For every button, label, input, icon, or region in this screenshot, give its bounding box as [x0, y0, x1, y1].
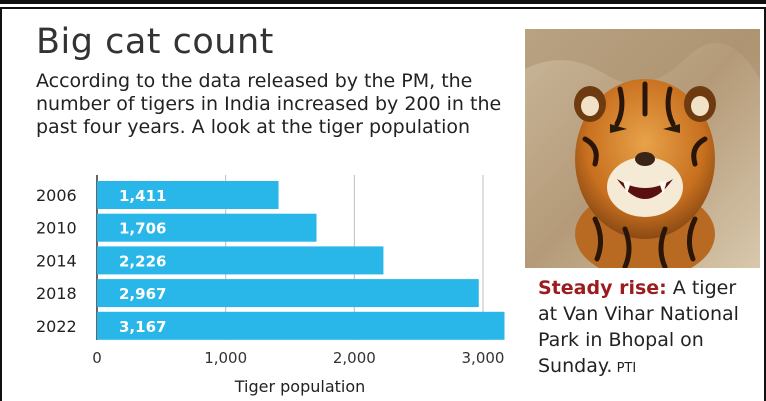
category-label: 2022: [36, 317, 77, 336]
chart-title: Big cat count: [36, 22, 274, 62]
frame-left-rule: [0, 7, 2, 401]
x-axis-title: Tiger population: [234, 377, 366, 396]
x-tick-label: 3,000: [462, 349, 505, 367]
caption-text: A tiger at Van Vihar National Park in Bh…: [538, 277, 739, 377]
category-label: 2010: [36, 219, 77, 238]
caption-credit: PTI: [612, 361, 637, 376]
caption-lead: Steady rise:: [538, 277, 667, 299]
tiger-population-bar-chart: 2006 1,411 2010 1,706 2014 2,226 2018 2,967 2022…: [36, 175, 505, 396]
chart-subtitle: According to the data released by the PM…: [36, 70, 502, 138]
value-label: 2,226: [119, 252, 166, 270]
bar-2022: [97, 311, 505, 340]
category-label: 2018: [36, 284, 77, 303]
frame-top-rule: [0, 0, 766, 4]
x-tick-label: 1,000: [204, 349, 247, 367]
tiger-photo: [525, 29, 760, 268]
bar-2014: [97, 246, 384, 275]
value-label: 1,706: [119, 220, 166, 238]
frame-top-rule-inner: [0, 7, 766, 9]
bar-2018: [97, 279, 479, 308]
x-tick-label: 0: [92, 349, 102, 367]
photo-caption: Steady rise: A tiger at Van Vihar Nation…: [538, 275, 753, 382]
bar-2006: [97, 181, 279, 209]
value-label: 3,167: [119, 318, 166, 336]
x-tick-label: 2,000: [333, 349, 376, 367]
bar-2010: [97, 213, 317, 242]
value-label: 2,967: [119, 285, 166, 303]
value-label: 1,411: [119, 187, 166, 205]
category-label: 2014: [36, 251, 77, 270]
frame-right-rule: [764, 7, 766, 401]
category-label: 2006: [36, 186, 77, 205]
